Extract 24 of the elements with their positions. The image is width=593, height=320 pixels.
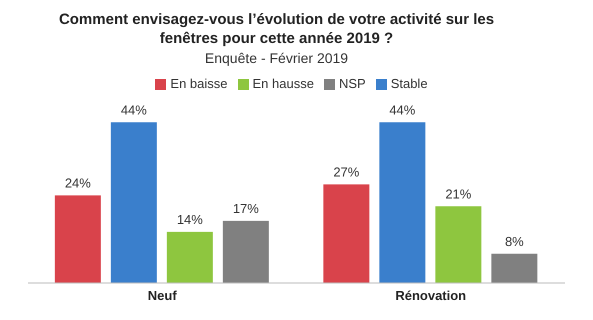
legend-label: NSP bbox=[338, 76, 366, 91]
bar bbox=[379, 122, 426, 283]
data-label: 44% bbox=[389, 102, 416, 118]
bar bbox=[54, 195, 101, 283]
bar bbox=[110, 122, 157, 283]
x-tick-label: Rénovation bbox=[395, 288, 466, 304]
data-label: 27% bbox=[333, 164, 360, 180]
legend-label: Stable bbox=[390, 76, 428, 91]
bar bbox=[166, 232, 213, 283]
chart-title: Comment envisagez-vous l’évolution de votre activité sur les fenêtres pour cette année 2019 ? bbox=[58, 10, 496, 48]
bar bbox=[323, 184, 370, 283]
data-label: 21% bbox=[445, 186, 472, 202]
data-label: 8% bbox=[504, 234, 524, 249]
data-label: 14% bbox=[176, 212, 204, 227]
legend-label: En hausse bbox=[252, 76, 314, 91]
data-label: 44% bbox=[120, 102, 148, 118]
bar bbox=[435, 206, 482, 283]
bar bbox=[222, 220, 269, 283]
data-label: 24% bbox=[64, 175, 92, 190]
x-tick-label: Neuf bbox=[148, 288, 178, 304]
data-label: 17% bbox=[232, 200, 260, 216]
bar bbox=[491, 254, 538, 283]
legend-label: En baisse bbox=[170, 76, 228, 91]
chart-subtitle: Enquête - Février 2019 bbox=[204, 50, 350, 66]
